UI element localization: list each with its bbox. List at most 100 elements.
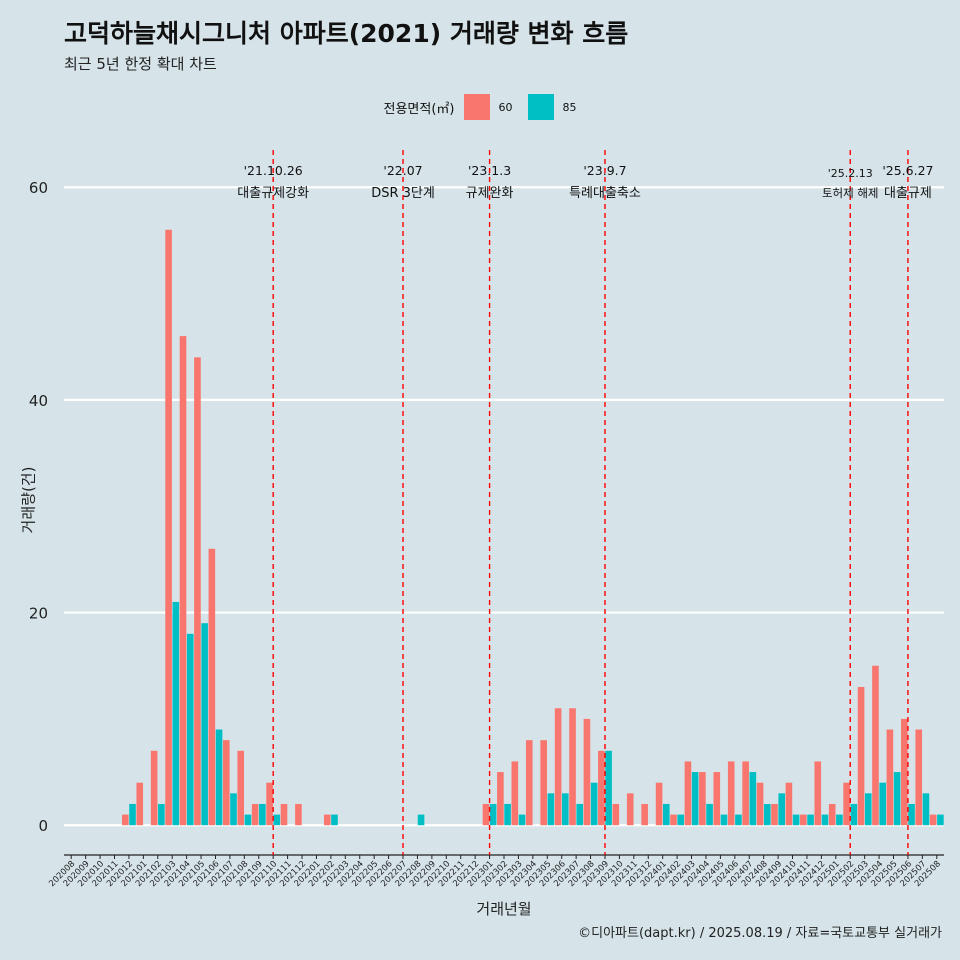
caption: ©디아파트(dapt.kr) / 2025.08.19 / 자료=국토교통부 실… — [578, 926, 942, 941]
legend-title: 전용면적(㎡) — [383, 101, 455, 117]
bar-85 — [158, 803, 165, 826]
x-axis-label: 거래년월 — [476, 900, 532, 918]
bar-60 — [684, 761, 692, 826]
bar-60 — [828, 803, 836, 826]
bar-85 — [230, 793, 237, 826]
bar-85 — [562, 793, 569, 826]
bar-85 — [807, 814, 814, 826]
bar-60 — [280, 803, 288, 826]
bar-85 — [691, 772, 699, 826]
event-date-label: '22.07 — [383, 163, 422, 178]
event-name-label: 대출규제 — [884, 186, 932, 201]
bar-85 — [763, 803, 771, 826]
bar-85 — [778, 793, 786, 826]
event-date-label: '23.9.7 — [583, 163, 626, 178]
bar-60 — [785, 782, 793, 826]
bar-85 — [489, 803, 497, 826]
bar-60 — [771, 803, 778, 826]
bar-60 — [886, 729, 894, 826]
event-date-label: '25.6.27 — [882, 163, 933, 178]
y-tick-label: 20 — [29, 605, 48, 623]
bar-85 — [662, 803, 670, 826]
bar-85 — [937, 814, 944, 826]
bar-85 — [706, 803, 713, 826]
bar-60 — [843, 782, 850, 826]
bar-85 — [836, 814, 843, 826]
bar-60 — [194, 357, 201, 826]
bar-60 — [554, 708, 562, 826]
bar-60 — [165, 229, 172, 826]
bar-85 — [129, 803, 136, 826]
chart-subtitle: 최근 5년 한정 확대 차트 — [64, 55, 217, 73]
bar-60 — [179, 336, 187, 826]
bar-85 — [864, 793, 872, 826]
bar-85 — [576, 803, 584, 826]
bar-85 — [417, 814, 425, 826]
bar-60 — [237, 750, 245, 826]
event-name-label: 규제완화 — [466, 186, 514, 201]
bar-85 — [504, 803, 511, 826]
bar-85 — [244, 814, 252, 826]
bar-60 — [266, 782, 273, 826]
bar-85 — [273, 814, 281, 826]
bar-85 — [547, 793, 555, 826]
bar-85 — [922, 793, 930, 826]
legend-entry-60: 60 — [464, 94, 512, 120]
bar-60 — [800, 814, 807, 826]
bar-85 — [605, 750, 612, 826]
legend-swatch-85 — [528, 94, 555, 120]
legend-label-60: 60 — [498, 100, 513, 114]
bar-60 — [727, 761, 735, 826]
event-name-label: DSR 3단계 — [371, 186, 435, 201]
y-tick-label: 40 — [29, 392, 48, 410]
bar-60 — [742, 761, 749, 826]
bar-60 — [901, 718, 908, 826]
bar-60 — [482, 803, 490, 826]
bar-85 — [186, 633, 194, 826]
bar-85 — [720, 814, 728, 826]
y-axis-label: 거래량(건) — [19, 466, 38, 534]
bar-85 — [893, 772, 901, 826]
bar-85 — [331, 814, 338, 826]
bar-60 — [122, 814, 129, 826]
bar-60 — [511, 761, 519, 826]
bar-60 — [929, 814, 937, 826]
event-date-label: '23.1.3 — [468, 163, 511, 178]
event-name-label: 토허제 해제 — [822, 186, 879, 200]
bar-60 — [915, 729, 923, 826]
bar-85 — [821, 814, 829, 826]
legend-entry-85: 85 — [528, 94, 576, 120]
bar-85 — [908, 803, 915, 826]
bar-85 — [677, 814, 685, 826]
y-tick-label: 0 — [38, 817, 48, 835]
bar-60 — [626, 793, 634, 826]
bar-60 — [222, 740, 230, 826]
bar-85 — [259, 803, 266, 826]
bar-60 — [583, 718, 591, 826]
bar-60 — [612, 803, 620, 826]
bar-60 — [569, 708, 576, 826]
bar-60 — [251, 803, 259, 826]
bar-60 — [497, 772, 504, 826]
bar-60 — [814, 761, 822, 826]
bar-60 — [150, 750, 158, 826]
bar-85 — [215, 729, 223, 826]
legend: 전용면적(㎡) 60 85 — [0, 93, 960, 121]
bar-60 — [525, 740, 533, 826]
event-name-label: 특례대출축소 — [569, 186, 641, 201]
bar-85 — [590, 782, 598, 826]
bar-60 — [756, 782, 764, 826]
bar-85 — [735, 814, 742, 826]
bar-60 — [540, 740, 547, 826]
bar-60 — [323, 814, 331, 826]
bar-60 — [655, 782, 663, 826]
event-date-label: '25.2.13 — [828, 167, 873, 180]
bar-60 — [699, 772, 706, 826]
bar-60 — [857, 686, 865, 826]
bar-85 — [879, 782, 886, 826]
chart-title: 고덕하늘채시그니처 아파트(2021) 거래량 변화 흐름 — [64, 19, 629, 48]
bar-85 — [201, 623, 208, 826]
bar-60 — [136, 782, 144, 826]
y-tick-label: 60 — [29, 179, 48, 197]
